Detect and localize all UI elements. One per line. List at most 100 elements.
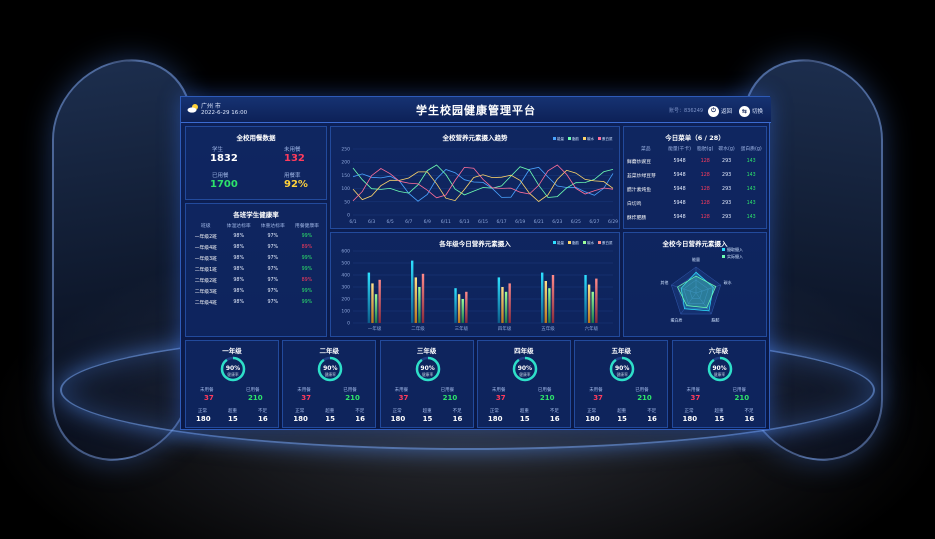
over-label: 超重	[228, 409, 237, 414]
table-cell: 二年级4班	[194, 301, 217, 306]
table-cell: 128	[700, 200, 710, 206]
table-row: 鲜蘑炒豌豆 5948 128 293 143	[627, 154, 765, 168]
bar-legend-swatch	[583, 241, 586, 244]
radar-legend-swatch	[722, 255, 725, 258]
under-label: 不足	[452, 409, 462, 414]
bar-y-tick: 100	[341, 309, 350, 315]
table-cell: 128	[700, 214, 710, 220]
location-text: 广州 市	[201, 103, 221, 110]
menu-title: 今日菜单（6 / 28）	[665, 134, 725, 142]
over-label: 超重	[325, 409, 335, 414]
trend-y-tick: 150	[341, 173, 350, 179]
trend-line-chart: 能量 脂肪 碳水 蛋白质 250 200 150 100 50 06/1 6/3 6/5 6/7 6/9 6…	[341, 136, 618, 225]
normal-value: 180	[585, 415, 600, 423]
bar	[591, 291, 594, 323]
over-value: 15	[714, 415, 725, 423]
table-cell: 5948	[673, 158, 686, 164]
table-cell: 89%	[301, 278, 313, 283]
bar-y-tick: 600	[341, 249, 350, 255]
bar	[504, 291, 508, 323]
table-cell: 99%	[301, 289, 313, 294]
eaten-value: 210	[248, 394, 263, 402]
normal-label: 正常	[587, 409, 597, 414]
health-label: 健康率	[519, 372, 531, 377]
menu-table: 菜品 能量(千卡) 脂肪(g) 碳水(g) 蛋白质(g) 鲜蘑炒豌豆 5948 128 293…	[627, 143, 765, 224]
return-button[interactable]: ⏻ 返回	[708, 105, 732, 117]
radar-legend-label: 摄取摄入	[727, 246, 743, 252]
trend-y-tick: 200	[341, 160, 350, 166]
table-cell: 97%	[267, 300, 279, 305]
bar-x-tick: 二年级	[411, 325, 425, 332]
not-eaten-label: 未用餐	[297, 388, 311, 393]
bar	[497, 277, 501, 323]
table-cell: 143	[746, 172, 756, 178]
table-cell: 143	[746, 214, 756, 220]
datetime-text: 2022-6-29 16:00	[201, 110, 248, 116]
table-cell: 98%	[233, 234, 245, 239]
table-cell: 128	[700, 172, 710, 178]
under-value: 16	[549, 415, 560, 423]
bar-x-tick: 三年级	[455, 325, 469, 332]
table-row: 白切鸡 5948 128 293 143	[627, 196, 765, 210]
normal-label: 正常	[295, 409, 305, 414]
table-cell: 97%	[267, 245, 279, 250]
eaten-label: 已用餐	[732, 388, 747, 393]
table-cell: 143	[746, 200, 756, 206]
table-cell: 97%	[267, 267, 279, 272]
eaten-value: 210	[345, 394, 360, 402]
bar	[541, 272, 544, 323]
not-eaten-label: 未用餐	[491, 388, 506, 393]
trend-x-tick: 6/7	[405, 219, 412, 225]
table-row: 一年级3班 98% 97% 99%	[190, 253, 324, 264]
bar	[367, 272, 371, 323]
bar-legend-label: 碳水	[587, 240, 595, 245]
under-value: 16	[258, 415, 268, 423]
normal-label: 正常	[684, 409, 694, 414]
over-label: 超重	[714, 409, 724, 414]
bar	[457, 294, 461, 323]
table-cell: 酥炸肥肠	[627, 215, 647, 221]
table-row: 一年级2班 98% 97% 99%	[190, 231, 324, 242]
under-label: 不足	[647, 409, 657, 414]
normal-value: 180	[487, 415, 503, 423]
trend-x-tick: 6/17	[497, 219, 507, 225]
trend-series-line	[352, 169, 614, 203]
bar	[595, 278, 598, 323]
table-cell: 5948	[673, 214, 686, 220]
eaten-value: 1700	[210, 179, 238, 190]
radar-axis	[680, 292, 697, 315]
radar-legend-label: 实际摄入	[727, 253, 743, 259]
grade-card: 四年级 90% 健康率 未用餐 37 已用餐 210 正常 180 超重 15 不足 16	[476, 340, 571, 428]
table-cell: 293	[722, 172, 732, 178]
health-label: 健康率	[421, 372, 434, 377]
bar-legend-swatch	[553, 241, 556, 244]
trend-x-tick: 6/9	[424, 219, 431, 225]
trend-x-tick: 6/15	[478, 219, 488, 225]
table-cell: 143	[746, 158, 756, 164]
switch-button[interactable]: ⇆ 切换	[739, 105, 763, 117]
not-eaten-value: 132	[284, 153, 305, 164]
table-cell: 98%	[233, 289, 245, 294]
rate-label: 用餐率	[284, 173, 301, 179]
trend-y-tick: 0	[347, 213, 350, 219]
menu-panel: 今日菜单（6 / 28） 菜品 能量(千卡) 脂肪(g) 碳水(g) 蛋白质(g) 鲜蘑…	[623, 126, 767, 229]
under-value: 16	[744, 415, 755, 423]
bar	[551, 275, 555, 323]
health-gauge	[707, 356, 732, 382]
bar	[544, 281, 547, 323]
trend-legend-label: 碳水	[587, 136, 595, 141]
grade-name: 三年级	[416, 347, 437, 355]
trend-legend-label: 能量	[557, 136, 565, 141]
grade-card: 五年级 90% 健康率 未用餐 37 已用餐 210 正常 180 超重 15 不足 16	[574, 340, 669, 428]
health-gauge	[220, 356, 246, 382]
health-label: 健康率	[616, 372, 628, 377]
class-health-header-0: 班级	[201, 224, 211, 229]
bar-legend-swatch	[568, 241, 571, 244]
not-eaten-value: 37	[593, 394, 603, 402]
over-label: 超重	[617, 409, 627, 414]
trend-series-line	[352, 166, 614, 202]
trend-title: 全校营养元素摄入趋势	[442, 134, 508, 142]
table-cell: 5948	[673, 200, 686, 206]
trend-x-tick: 6/19	[515, 219, 525, 225]
